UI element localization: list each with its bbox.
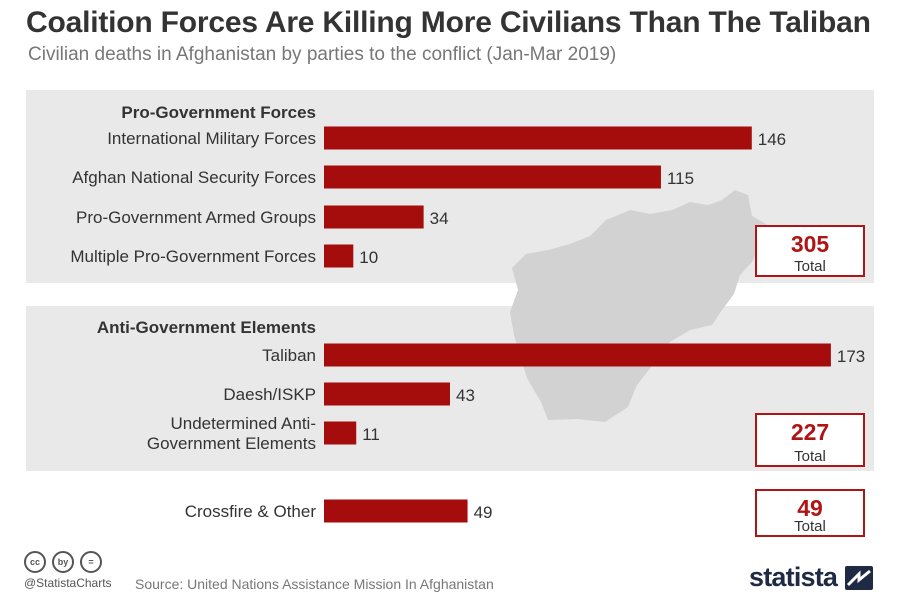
total-value: 49 [797, 495, 823, 521]
category-label: Government Elements [147, 434, 316, 453]
bar [324, 382, 450, 406]
value-label: 115 [667, 169, 694, 188]
category-label: Undetermined Anti- [170, 414, 316, 433]
category-label: Afghan National Security Forces [72, 168, 316, 187]
category-label: Multiple Pro-Government Forces [70, 247, 316, 266]
bar [324, 499, 468, 523]
anti-government-panel [26, 306, 874, 471]
total-value: 305 [791, 231, 830, 257]
value-label: 146 [758, 130, 786, 149]
group-label: Anti-Government Elements [97, 318, 316, 337]
group-label: Pro-Government Forces [121, 103, 316, 122]
total-box [755, 225, 865, 277]
bar [324, 343, 831, 367]
value-label: 43 [456, 386, 475, 405]
category-label: Pro-Government Armed Groups [76, 208, 316, 227]
bar [324, 421, 357, 445]
bar [324, 165, 661, 189]
statista-logo-text[interactable]: statista [749, 562, 838, 592]
category-label: Crossfire & Other [185, 502, 317, 521]
total-value: 227 [791, 419, 829, 445]
bar [324, 126, 752, 150]
total-label: Total [794, 258, 826, 275]
value-label: 11 [362, 425, 380, 444]
by-icon: by [52, 551, 74, 573]
chart-subtitle: Civilian deaths in Afghanistan by partie… [28, 44, 617, 65]
value-label: 173 [837, 347, 865, 366]
category-label: Taliban [262, 346, 316, 365]
statista-logo-icon [845, 566, 873, 590]
total-box [755, 413, 865, 467]
value-label: 10 [359, 248, 378, 267]
cc-icon: cc [24, 551, 46, 573]
bar [324, 205, 424, 229]
total-label: Total [794, 518, 826, 535]
category-label: Daesh/ISKP [223, 385, 316, 404]
chart-title: Coalition Forces Are Killing More Civili… [26, 6, 871, 39]
total-label: Total [794, 448, 826, 465]
bar [324, 244, 354, 268]
total-box [755, 489, 865, 537]
nd-icon: = [80, 551, 102, 573]
value-label: 49 [474, 503, 493, 522]
creative-commons-icons: cc by = [24, 551, 102, 573]
category-label: International Military Forces [107, 129, 316, 148]
value-label: 34 [430, 209, 449, 228]
statista-handle: @StatistaCharts [24, 576, 112, 590]
source-note: Source: United Nations Assistance Missio… [135, 576, 494, 592]
